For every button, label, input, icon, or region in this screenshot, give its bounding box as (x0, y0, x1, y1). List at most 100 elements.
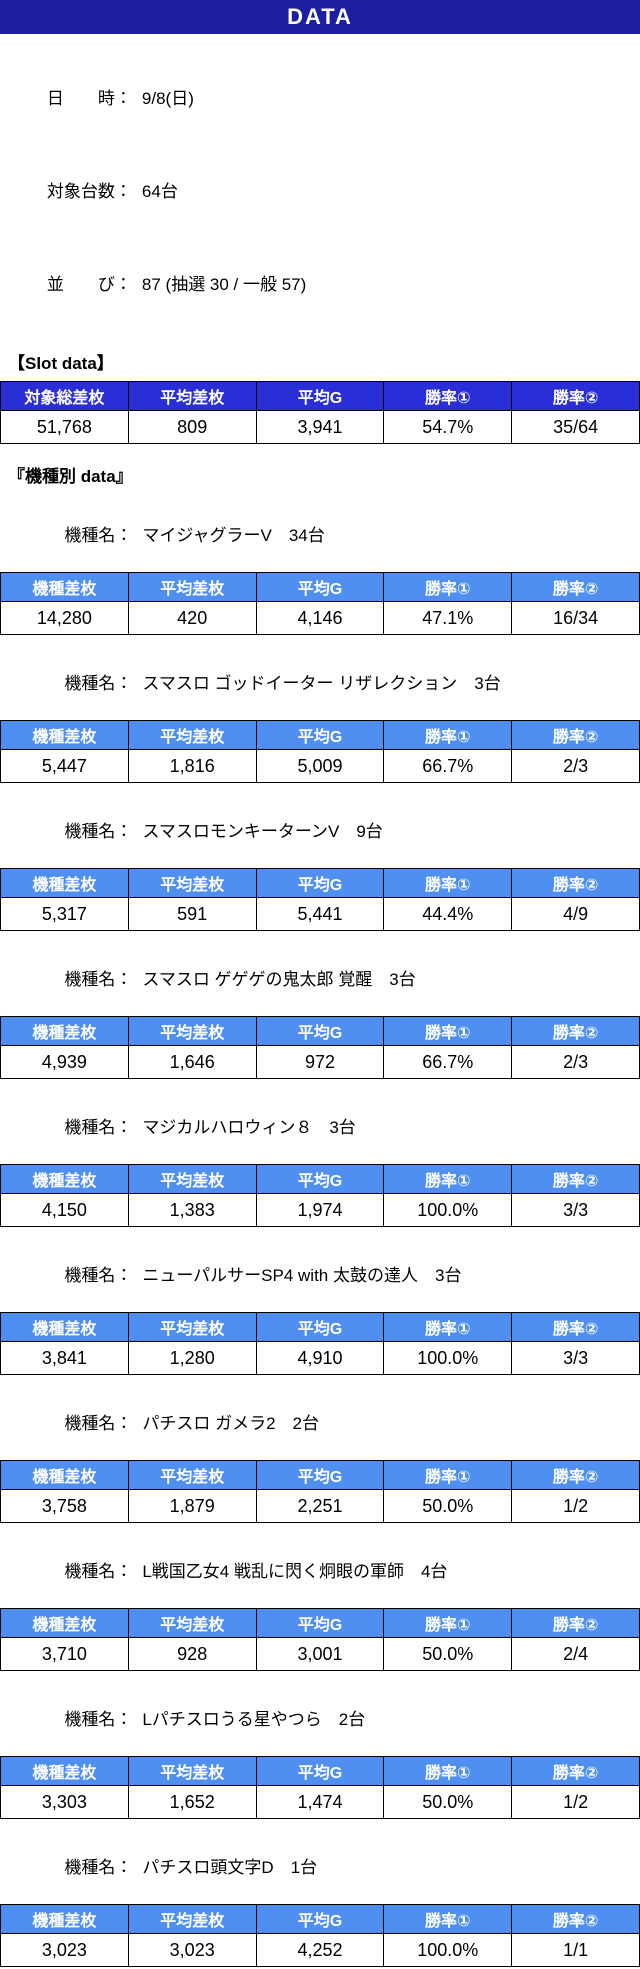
summary-col-avg-games: 平均G (255, 381, 385, 411)
page-title: DATA (287, 4, 353, 29)
machine-col-winrate-2: 勝率② (511, 572, 640, 602)
machine-winrate-1: 47.1% (383, 601, 513, 635)
machine-name-line: 機種名： スマスロ ゲゲゲの鬼太郎 覚醒 3台 (36, 945, 640, 1010)
machine-col-diff: 機種差枚 (0, 1164, 129, 1194)
machine-header-row: 機種差枚 平均差枚 平均G 勝率① 勝率② (0, 572, 640, 602)
machine-data-table: 機種差枚 平均差枚 平均G 勝率① 勝率② 3,841 1,280 4,910 … (0, 1312, 640, 1375)
machine-value-row: 3,303 1,652 1,474 50.0% 1/2 (0, 1785, 640, 1819)
machine-col-avg-diff: 平均差枚 (127, 1164, 257, 1194)
info-label-machine-count: 対象台数： (46, 182, 132, 201)
machine-data-table: 機種差枚 平均差枚 平均G 勝率① 勝率② 4,939 1,646 972 66… (0, 1016, 640, 1079)
machine-value-row: 3,841 1,280 4,910 100.0% 3/3 (0, 1341, 640, 1375)
summary-col-winrate-1: 勝率① (383, 381, 513, 411)
machine-diff: 14,280 (0, 601, 129, 635)
info-line-date: 日 時： 9/8(日) (28, 52, 640, 145)
machine-col-diff: 機種差枚 (0, 1312, 129, 1342)
machine-col-diff: 機種差枚 (0, 1460, 129, 1490)
summary-avg-games: 3,941 (255, 410, 385, 444)
machine-name-value: マイジャグラーV 34台 (142, 526, 325, 545)
machine-section: 機種名： パチスロ ガメラ2 2台 機種差枚 平均差枚 平均G 勝率① 勝率② 3… (0, 1389, 640, 1523)
machine-col-winrate-1: 勝率① (383, 1608, 513, 1638)
info-block: 日 時： 9/8(日) 対象台数： 64台 並 び： 87 (抽選 30 / 一般 5… (28, 52, 640, 331)
machine-avg-diff: 928 (127, 1637, 257, 1671)
machine-col-avg-diff: 平均差枚 (127, 868, 257, 898)
machine-col-winrate-2: 勝率② (511, 1016, 640, 1046)
machine-col-winrate-1: 勝率① (383, 1164, 513, 1194)
summary-value-row: 51,768 809 3,941 54.7% 35/64 (0, 410, 640, 444)
machine-col-diff: 機種差枚 (0, 1904, 129, 1934)
machine-winrate-2: 16/34 (511, 601, 640, 635)
machine-data-heading: 『機種別 data』 (8, 467, 133, 486)
machine-diff: 3,023 (0, 1933, 129, 1967)
page-title-bar: DATA (0, 0, 640, 34)
info-line-queue: 並 び： 87 (抽選 30 / 一般 57) (28, 238, 640, 331)
machine-section: 機種名： スマスロモンキーターンV 9台 機種差枚 平均差枚 平均G 勝率① 勝率… (0, 797, 640, 931)
machine-name-label: 機種名： (64, 526, 133, 545)
machine-name-value: Lパチスロうる星やつら 2台 (142, 1710, 366, 1729)
machine-name-line: 機種名： パチスロ頭文字D 1台 (36, 1833, 640, 1898)
machine-value-row: 14,280 420 4,146 47.1% 16/34 (0, 601, 640, 635)
machine-winrate-2: 1/2 (511, 1489, 640, 1523)
machine-name-value: パチスロ頭文字D 1台 (142, 1858, 318, 1877)
machine-col-avg-diff: 平均差枚 (127, 1312, 257, 1342)
machine-col-avg-games: 平均G (255, 868, 385, 898)
machine-avg-games: 2,251 (255, 1489, 385, 1523)
summary-header-row: 対象総差枚 平均差枚 平均G 勝率① 勝率② (0, 381, 640, 411)
machine-name-label: 機種名： (64, 822, 133, 841)
machine-value-row: 4,150 1,383 1,974 100.0% 3/3 (0, 1193, 640, 1227)
summary-winrate-2: 35/64 (511, 410, 640, 444)
machine-col-winrate-1: 勝率① (383, 1756, 513, 1786)
machine-avg-games: 4,146 (255, 601, 385, 635)
machine-col-winrate-1: 勝率① (383, 1312, 513, 1342)
machine-value-row: 4,939 1,646 972 66.7% 2/3 (0, 1045, 640, 1079)
machine-avg-games: 5,009 (255, 749, 385, 783)
machine-avg-diff: 1,646 (127, 1045, 257, 1079)
info-value-machine-count: 64台 (141, 182, 178, 201)
machine-col-winrate-1: 勝率① (383, 572, 513, 602)
machine-col-avg-diff: 平均差枚 (127, 720, 257, 750)
machine-col-avg-diff: 平均差枚 (127, 572, 257, 602)
machine-col-avg-games: 平均G (255, 1608, 385, 1638)
machine-value-row: 3,710 928 3,001 50.0% 2/4 (0, 1637, 640, 1671)
machine-winrate-1: 100.0% (383, 1193, 513, 1227)
machine-col-avg-diff: 平均差枚 (127, 1756, 257, 1786)
machine-name-value: スマスロ ゲゲゲの鬼太郎 覚醒 3台 (142, 970, 416, 989)
machine-avg-diff: 1,383 (127, 1193, 257, 1227)
machine-name-value: マジカルハロウィン８ 3台 (142, 1118, 356, 1137)
machine-col-avg-diff: 平均差枚 (127, 1904, 257, 1934)
machine-name-label: 機種名： (64, 674, 133, 693)
machine-name-label: 機種名： (64, 1858, 133, 1877)
machine-list: 機種名： マイジャグラーV 34台 機種差枚 平均差枚 平均G 勝率① 勝率② 1… (0, 501, 640, 1967)
machine-value-row: 3,023 3,023 4,252 100.0% 1/1 (0, 1933, 640, 1967)
machine-col-winrate-2: 勝率② (511, 1904, 640, 1934)
machine-avg-games: 3,001 (255, 1637, 385, 1671)
machine-col-winrate-2: 勝率② (511, 1460, 640, 1490)
summary-avg-diff: 809 (127, 410, 257, 444)
machine-section: 機種名： L戦国乙女4 戦乱に閃く炯眼の軍師 4台 機種差枚 平均差枚 平均G 勝… (0, 1537, 640, 1671)
machine-col-winrate-1: 勝率① (383, 1904, 513, 1934)
machine-diff: 5,317 (0, 897, 129, 931)
machine-col-winrate-2: 勝率② (511, 1164, 640, 1194)
machine-diff: 3,758 (0, 1489, 129, 1523)
machine-col-winrate-2: 勝率② (511, 1608, 640, 1638)
machine-section: 機種名： スマスロ ゴッドイーター リザレクション 3台 機種差枚 平均差枚 平均… (0, 649, 640, 783)
machine-col-diff: 機種差枚 (0, 1608, 129, 1638)
machine-avg-games: 5,441 (255, 897, 385, 931)
slot-summary-table: 対象総差枚 平均差枚 平均G 勝率① 勝率② 51,768 809 3,941 … (0, 381, 640, 444)
slot-data-heading: 【Slot data】 (8, 354, 114, 373)
machine-section: 機種名： パチスロ頭文字D 1台 機種差枚 平均差枚 平均G 勝率① 勝率② 3,… (0, 1833, 640, 1967)
machine-col-diff: 機種差枚 (0, 868, 129, 898)
machine-diff: 4,939 (0, 1045, 129, 1079)
machine-col-avg-games: 平均G (255, 1164, 385, 1194)
machine-col-avg-games: 平均G (255, 1312, 385, 1342)
machine-col-avg-diff: 平均差枚 (127, 1016, 257, 1046)
machine-data-table: 機種差枚 平均差枚 平均G 勝率① 勝率② 3,023 3,023 4,252 … (0, 1904, 640, 1967)
machine-header-row: 機種差枚 平均差枚 平均G 勝率① 勝率② (0, 1312, 640, 1342)
machine-winrate-1: 50.0% (383, 1489, 513, 1523)
summary-total-diff: 51,768 (0, 410, 129, 444)
machine-name-value: L戦国乙女4 戦乱に閃く炯眼の軍師 4台 (142, 1562, 448, 1581)
machine-col-winrate-2: 勝率② (511, 868, 640, 898)
machine-name-label: 機種名： (64, 1266, 133, 1285)
machine-diff: 3,303 (0, 1785, 129, 1819)
machine-data-table: 機種差枚 平均差枚 平均G 勝率① 勝率② 3,303 1,652 1,474 … (0, 1756, 640, 1819)
